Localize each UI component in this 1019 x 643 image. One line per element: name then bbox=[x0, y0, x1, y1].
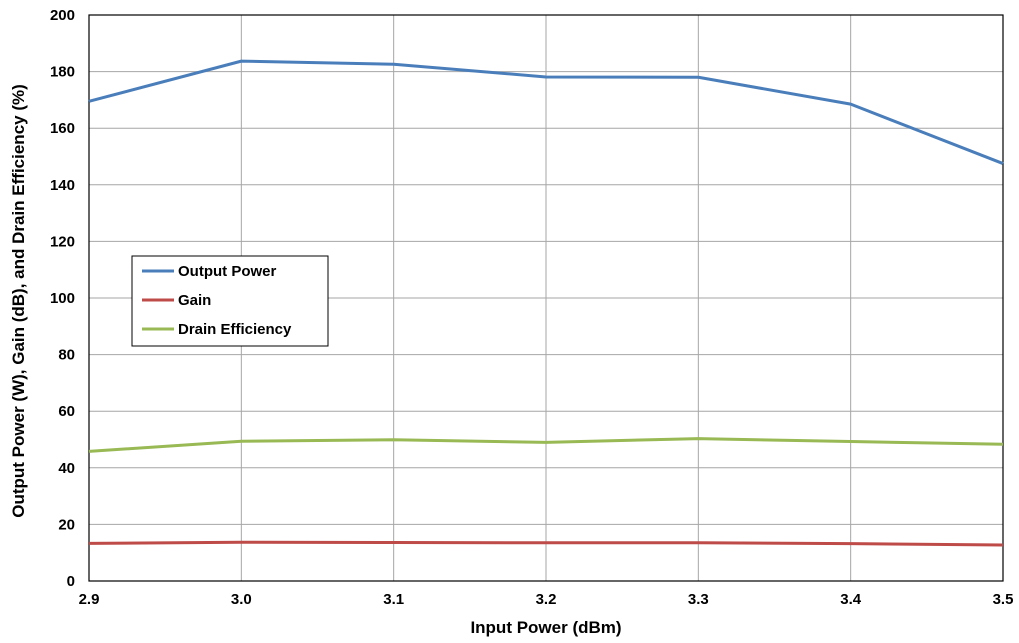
plot-area-frame bbox=[88, 14, 1004, 582]
x-tick-label: 3.1 bbox=[383, 591, 404, 608]
y-tick-label: 0 bbox=[67, 573, 75, 590]
x-axis-title: Input Power (dBm) bbox=[470, 618, 621, 637]
y-tick-label: 40 bbox=[58, 460, 75, 477]
series-line-gain bbox=[88, 540, 1004, 547]
y-tick-label: 60 bbox=[58, 403, 75, 420]
series-layer bbox=[88, 59, 1004, 547]
series-line-drain-efficiency bbox=[88, 437, 1004, 453]
x-tick-label: 3.4 bbox=[840, 591, 862, 608]
x-tick-label: 3.0 bbox=[231, 591, 252, 608]
y-tick-label: 20 bbox=[58, 516, 75, 533]
y-tick-label: 80 bbox=[58, 347, 75, 364]
y-axis-tick-labels: 0 20 40 60 80 100 120 140 160 180 200 bbox=[50, 7, 75, 590]
y-tick-label: 100 bbox=[50, 290, 75, 307]
y-tick-label: 200 bbox=[50, 7, 75, 24]
x-tick-label: 2.9 bbox=[79, 591, 100, 608]
legend-label-gain: Gain bbox=[178, 292, 211, 309]
x-axis-tick-labels: 2.9 3.0 3.1 3.2 3.3 3.4 3.5 bbox=[79, 591, 1014, 608]
x-tick-label: 3.2 bbox=[536, 591, 557, 608]
y-tick-label: 120 bbox=[50, 233, 75, 250]
x-tick-label: 3.5 bbox=[993, 591, 1014, 608]
y-tick-label: 160 bbox=[50, 120, 75, 137]
x-tick-label: 3.3 bbox=[688, 591, 709, 608]
legend-label-output-power: Output Power bbox=[178, 263, 276, 280]
legend-label-drain-efficiency: Drain Efficiency bbox=[178, 321, 292, 338]
y-axis-title: Output Power (W), Gain (dB), and Drain E… bbox=[9, 84, 28, 518]
y-tick-label: 140 bbox=[50, 177, 75, 194]
y-tick-label: 180 bbox=[50, 64, 75, 81]
series-line-output-power bbox=[88, 59, 1004, 165]
legend: Output Power Gain Drain Efficiency bbox=[131, 255, 329, 347]
